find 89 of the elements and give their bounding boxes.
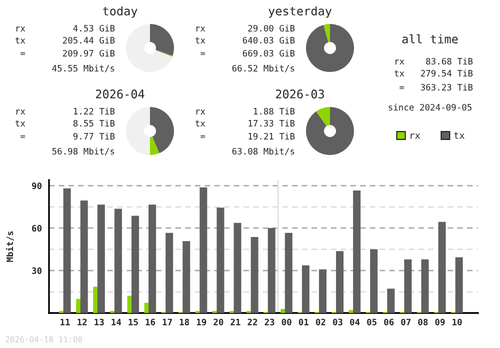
- bar: [97, 204, 105, 313]
- bar: [148, 204, 156, 313]
- x-tick-label: 14: [112, 318, 122, 326]
- text: rx 1.88 TiB: [196, 108, 295, 115]
- bar: [318, 269, 326, 313]
- text: all time: [402, 34, 458, 44]
- bar: [370, 249, 378, 313]
- text: 63.08 Mbit/s: [232, 148, 294, 156]
- bar: [455, 257, 463, 313]
- text: rx 4.53 GiB: [16, 24, 115, 32]
- text: 45.55 Mbit/s: [52, 64, 114, 72]
- y-tick-label: 90: [32, 182, 42, 190]
- text: rx 83.68 TiB: [396, 58, 473, 65]
- y-tick-label: 30: [32, 267, 42, 274]
- bar: [250, 237, 258, 313]
- text: rx 1.22 TiB: [16, 108, 115, 114]
- bar: [216, 208, 224, 313]
- text: = 209.97 GiB: [20, 50, 115, 57]
- x-tick-label: 07: [401, 318, 411, 326]
- bar: [302, 265, 310, 313]
- legend-label: tx: [454, 132, 464, 139]
- donut-slice: [316, 107, 330, 126]
- x-tick-label: 00: [282, 318, 292, 326]
- y-tick-label: 60: [32, 224, 42, 232]
- text: tx 17.33 TiB: [195, 120, 295, 127]
- chart-title: yesterday: [268, 6, 332, 18]
- x-tick-label: 09: [435, 318, 445, 326]
- chart-title: today: [102, 6, 138, 18]
- text: = 19.21 TiB: [200, 132, 295, 140]
- bar: [404, 259, 412, 313]
- donut-slice: [126, 24, 172, 72]
- bar: [234, 222, 242, 313]
- donut-slice: [126, 107, 150, 155]
- y-axis-title: Mbit/s: [6, 231, 14, 262]
- x-tick-label: 18: [180, 318, 190, 326]
- x-tick-label: 08: [418, 318, 428, 326]
- text: = 669.03 GiB: [200, 50, 295, 57]
- bar: [166, 232, 174, 313]
- x-tick-label: 17: [162, 318, 172, 326]
- x-tick-label: 12: [78, 318, 87, 326]
- bar: [353, 190, 361, 313]
- x-tick-label: 10: [452, 318, 462, 326]
- text: 56.98 Mbit/s: [52, 148, 114, 156]
- x-tick-label: 11: [60, 318, 70, 326]
- bar: [131, 216, 139, 313]
- x-tick-label: 13: [94, 318, 104, 326]
- x-tick-label: 15: [128, 318, 138, 326]
- text: = 363.23 TiB: [400, 84, 473, 91]
- x-tick-label: 20: [214, 318, 224, 326]
- chart-title: 2026-03: [276, 90, 324, 98]
- bar: [200, 187, 208, 313]
- x-tick-label: 23: [264, 318, 274, 326]
- x-tick-label: 16: [146, 318, 156, 326]
- x-tick-label: 22: [248, 318, 258, 326]
- text: tx 640.03 GiB: [195, 36, 295, 44]
- text: since 2024-09-05: [388, 104, 472, 111]
- bar: [387, 288, 395, 313]
- bar: [114, 208, 122, 313]
- bar: [268, 228, 276, 313]
- x-tick-label: 19: [196, 318, 206, 326]
- text: = 9.77 TiB: [20, 132, 115, 140]
- text: 66.52 Mbit/s: [232, 64, 294, 72]
- donut-slice: [306, 107, 354, 155]
- text: rx 29.00 GiB: [196, 24, 295, 32]
- bar: [63, 188, 71, 313]
- legend-label: rx: [410, 133, 420, 139]
- text: tx 8.55 TiB: [15, 120, 115, 127]
- bar: [438, 222, 446, 313]
- text: tx 279.54 TiB: [394, 70, 473, 77]
- donut-slice: [156, 50, 173, 57]
- bar: [80, 200, 88, 313]
- x-tick-label: 05: [367, 318, 376, 326]
- bar: [336, 251, 344, 313]
- x-tick-label: 02: [316, 318, 326, 326]
- donut-slice: [324, 24, 330, 42]
- x-tick-label: 03: [332, 318, 342, 326]
- x-tick-label: 06: [384, 318, 394, 326]
- donut-slice: [150, 107, 174, 154]
- text: tx 205.44 GiB: [15, 36, 115, 44]
- chart-title: 2026-04: [96, 90, 144, 98]
- donut-slice: [306, 24, 354, 72]
- donut-slice: [150, 136, 160, 155]
- x-tick-label: 04: [350, 318, 360, 326]
- bar: [421, 259, 429, 313]
- x-tick-label: 21: [230, 318, 240, 326]
- bar: [182, 241, 190, 313]
- x-tick-label: 01: [298, 318, 308, 326]
- bar: [284, 232, 292, 313]
- donut-slice: [150, 24, 174, 56]
